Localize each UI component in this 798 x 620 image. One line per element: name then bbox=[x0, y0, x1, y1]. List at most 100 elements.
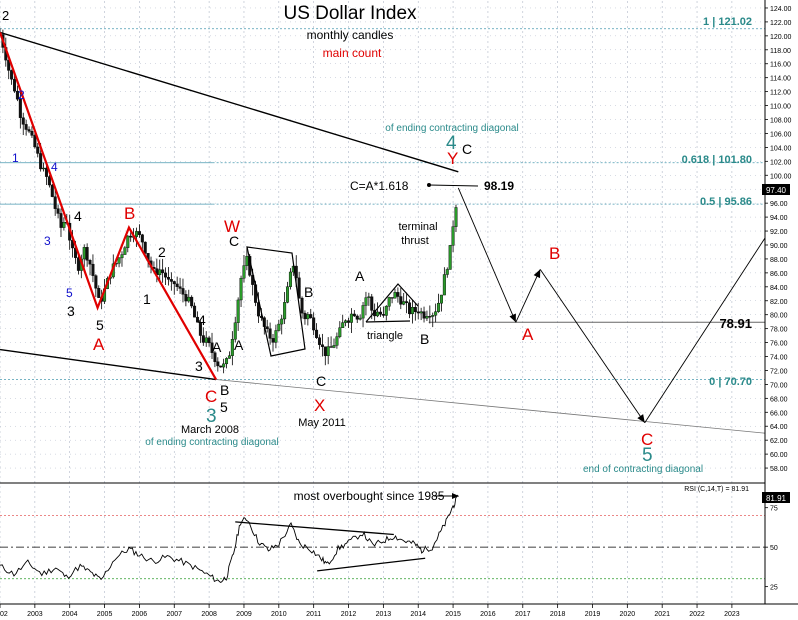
year-tick-label: 2003 bbox=[27, 611, 43, 618]
candle-body bbox=[18, 98, 22, 118]
candle-body bbox=[274, 330, 278, 343]
candle-body bbox=[341, 322, 345, 328]
candle-body bbox=[62, 222, 66, 228]
candle-body bbox=[198, 322, 202, 336]
candle-body bbox=[47, 176, 51, 186]
candle-body bbox=[437, 302, 441, 312]
candle-body bbox=[384, 306, 388, 316]
price-tick-label: 112.00 bbox=[770, 90, 791, 97]
candle-body bbox=[230, 339, 234, 356]
rsi-note: most overbought since 1985 bbox=[294, 489, 445, 503]
candle-body bbox=[405, 301, 409, 303]
wave-label: B bbox=[304, 284, 313, 300]
price-tick-label: 122.00 bbox=[770, 20, 792, 27]
candle-body bbox=[387, 297, 391, 307]
rsi-tick-label: 75 bbox=[770, 506, 778, 513]
wave-label: 4 bbox=[74, 208, 82, 224]
fib-label-70: 0 | 70.70 bbox=[709, 376, 752, 388]
price-tick-label: 84.00 bbox=[770, 285, 788, 292]
wave-label: X bbox=[314, 396, 325, 415]
wave-label: Y bbox=[447, 149, 458, 168]
candle-body bbox=[332, 345, 336, 348]
candle-body bbox=[431, 315, 435, 317]
measurement-label: C=A*1.618 bbox=[350, 179, 409, 193]
candle-body bbox=[143, 241, 147, 254]
candle-body bbox=[399, 296, 403, 305]
candle-body bbox=[216, 361, 220, 367]
fib-label-121: 1 | 121.02 bbox=[703, 16, 752, 28]
wave-label: C bbox=[229, 233, 239, 249]
candle-body bbox=[175, 283, 179, 287]
year-tick-label: 2016 bbox=[480, 611, 496, 618]
candle-body bbox=[166, 276, 170, 280]
candle-body bbox=[396, 292, 400, 297]
wave-label: 3 bbox=[67, 303, 75, 319]
candle-body bbox=[454, 207, 458, 227]
rsi-panel bbox=[0, 482, 798, 584]
candle-body bbox=[271, 338, 275, 343]
measurement-value: 98.19 bbox=[484, 179, 514, 193]
year-tick-label: 2014 bbox=[410, 611, 426, 618]
candle-body bbox=[352, 313, 356, 317]
wave-label: 5 bbox=[220, 399, 228, 415]
candle-body bbox=[56, 208, 60, 214]
year-tick-label: 2009 bbox=[236, 611, 252, 618]
year-tick-label: 2002 bbox=[0, 611, 8, 618]
price-tick-label: 76.00 bbox=[770, 341, 788, 348]
candle-body bbox=[239, 277, 243, 301]
fib-label-95: 0.5 | 95.86 bbox=[700, 196, 752, 208]
candle-body bbox=[277, 323, 281, 331]
candle-body bbox=[91, 263, 95, 276]
candle-body bbox=[358, 317, 362, 320]
candle-body bbox=[233, 322, 237, 340]
candle-body bbox=[393, 292, 397, 299]
wave-label: 3 bbox=[44, 234, 51, 248]
candle-body bbox=[207, 337, 211, 344]
wave-label: 2 bbox=[158, 244, 166, 260]
chart-title: US Dollar Index bbox=[283, 3, 417, 24]
wave-label: 1 bbox=[143, 291, 151, 307]
candle-body bbox=[320, 344, 324, 347]
wave-label: 4 bbox=[198, 312, 206, 328]
price-tick-label: 80.00 bbox=[770, 313, 788, 320]
candle-body bbox=[44, 167, 48, 177]
wave-label: A bbox=[355, 268, 365, 284]
wave-label: 5 bbox=[66, 286, 73, 300]
annotation-may-2011: May 2011 bbox=[298, 417, 346, 429]
candle-body bbox=[445, 269, 449, 275]
candle-body bbox=[97, 288, 101, 298]
candle-body bbox=[329, 346, 333, 348]
right-axis-bg bbox=[765, 0, 798, 620]
candle-body bbox=[123, 247, 127, 255]
price-tick-label: 102.00 bbox=[770, 159, 792, 166]
annotation-ecd-top: of ending contracting diagonal bbox=[385, 123, 518, 134]
price-tick-label: 106.00 bbox=[770, 131, 792, 138]
price-tick-label: 116.00 bbox=[770, 62, 791, 69]
year-tick-label: 2013 bbox=[376, 611, 392, 618]
candle-body bbox=[309, 314, 313, 318]
wave-label: B bbox=[420, 331, 429, 347]
projection-segment bbox=[457, 187, 517, 323]
candle-body bbox=[303, 312, 307, 320]
candle-body bbox=[50, 184, 54, 197]
candle-body bbox=[178, 286, 182, 289]
candle-body bbox=[195, 316, 199, 323]
candle-body bbox=[338, 327, 342, 337]
candle-body bbox=[361, 305, 365, 319]
candle-body bbox=[416, 311, 420, 314]
candle-body bbox=[10, 70, 14, 80]
projection-segment bbox=[515, 269, 541, 323]
year-tick-label: 2019 bbox=[585, 611, 601, 618]
wave-label: 2 bbox=[2, 8, 9, 23]
last-price-tag-bg bbox=[762, 184, 790, 195]
candle-body bbox=[85, 247, 89, 261]
rsi-note-arrowhead bbox=[452, 493, 459, 499]
wave-label: A bbox=[93, 335, 105, 354]
candle-body bbox=[213, 352, 217, 362]
candle-body bbox=[422, 311, 426, 319]
year-tick-label: 2011 bbox=[306, 611, 321, 618]
lower-trendline-extension bbox=[216, 379, 766, 434]
year-tick-label: 2022 bbox=[689, 611, 705, 618]
